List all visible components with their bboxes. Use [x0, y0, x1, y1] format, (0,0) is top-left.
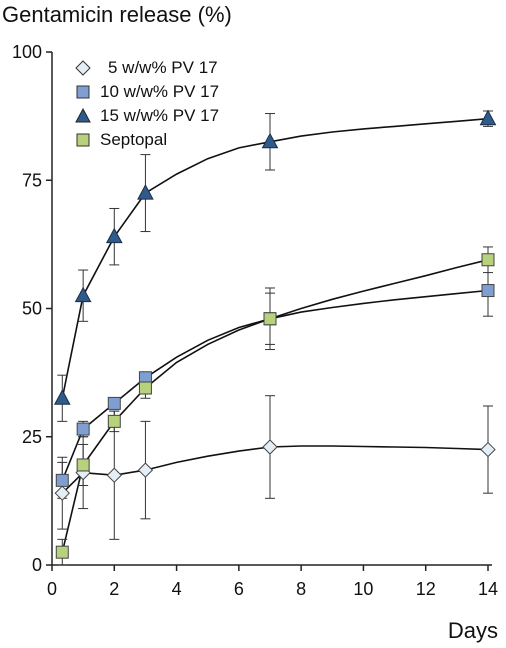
x-tick-label: 6	[234, 579, 244, 599]
data-point-square	[138, 381, 152, 395]
data-point-triangle	[74, 286, 92, 303]
x-axis-title: Days	[447, 618, 498, 643]
series-line	[61, 259, 489, 553]
y-tick-label: 100	[12, 42, 42, 62]
data-point-square	[76, 422, 90, 436]
data-point-triangle	[105, 227, 123, 244]
data-point-triangle	[137, 184, 154, 200]
legend: 5 w/w% PV 17 10 w/w% PV 17 15 w/w% PV 17…	[74, 56, 219, 152]
data-point-square	[55, 473, 69, 487]
x-tick-label: 10	[353, 579, 373, 599]
square-marker-icon	[76, 85, 90, 99]
legend-item-5pct: 5 w/w% PV 17	[74, 56, 219, 80]
legend-item-15pct: 15 w/w% PV 17	[74, 104, 219, 128]
x-tick-label: 2	[109, 579, 119, 599]
series-line	[61, 445, 489, 494]
legend-label: 10 w/w% PV 17	[100, 82, 220, 101]
data-point-diamond	[480, 441, 496, 458]
data-point-square	[107, 396, 121, 410]
data-point-triangle	[261, 132, 279, 149]
data-point-diamond	[137, 462, 154, 478]
legend-item-10pct: 10 w/w% PV 17	[74, 80, 219, 104]
data-point-square	[263, 312, 277, 326]
data-point-triangle	[53, 389, 71, 405]
data-point-square	[76, 458, 90, 472]
legend-label: 5 w/w% PV 17	[108, 58, 218, 77]
diamond-marker-icon	[75, 60, 91, 76]
data-point-square	[481, 253, 495, 267]
y-tick-label: 0	[32, 555, 42, 575]
y-tick-label: 50	[22, 299, 42, 319]
data-point-square	[481, 284, 495, 298]
x-tick-label: 14	[478, 579, 498, 599]
data-point-diamond	[262, 439, 278, 455]
x-tick-label: 0	[47, 579, 57, 599]
triangle-marker-icon	[75, 107, 91, 123]
data-point-square	[55, 545, 69, 559]
data-point-diamond	[106, 467, 122, 483]
x-tick-label: 8	[296, 579, 306, 599]
x-tick-label: 4	[172, 579, 182, 599]
y-tick-label: 75	[22, 170, 42, 190]
y-tick-label: 25	[22, 427, 42, 447]
data-point-triangle	[479, 109, 497, 126]
y-axis-title: Gentamicin release (%)	[2, 2, 232, 27]
data-point-square	[107, 414, 121, 428]
legend-label: Septopal	[100, 130, 168, 149]
x-tick-label: 12	[416, 579, 436, 599]
legend-label: 15 w/w% PV 17	[100, 106, 220, 125]
series-line	[61, 117, 489, 399]
legend-item-septopal: Septopal	[74, 128, 219, 152]
data-point-diamond	[54, 485, 70, 501]
square-marker-icon	[76, 133, 90, 147]
